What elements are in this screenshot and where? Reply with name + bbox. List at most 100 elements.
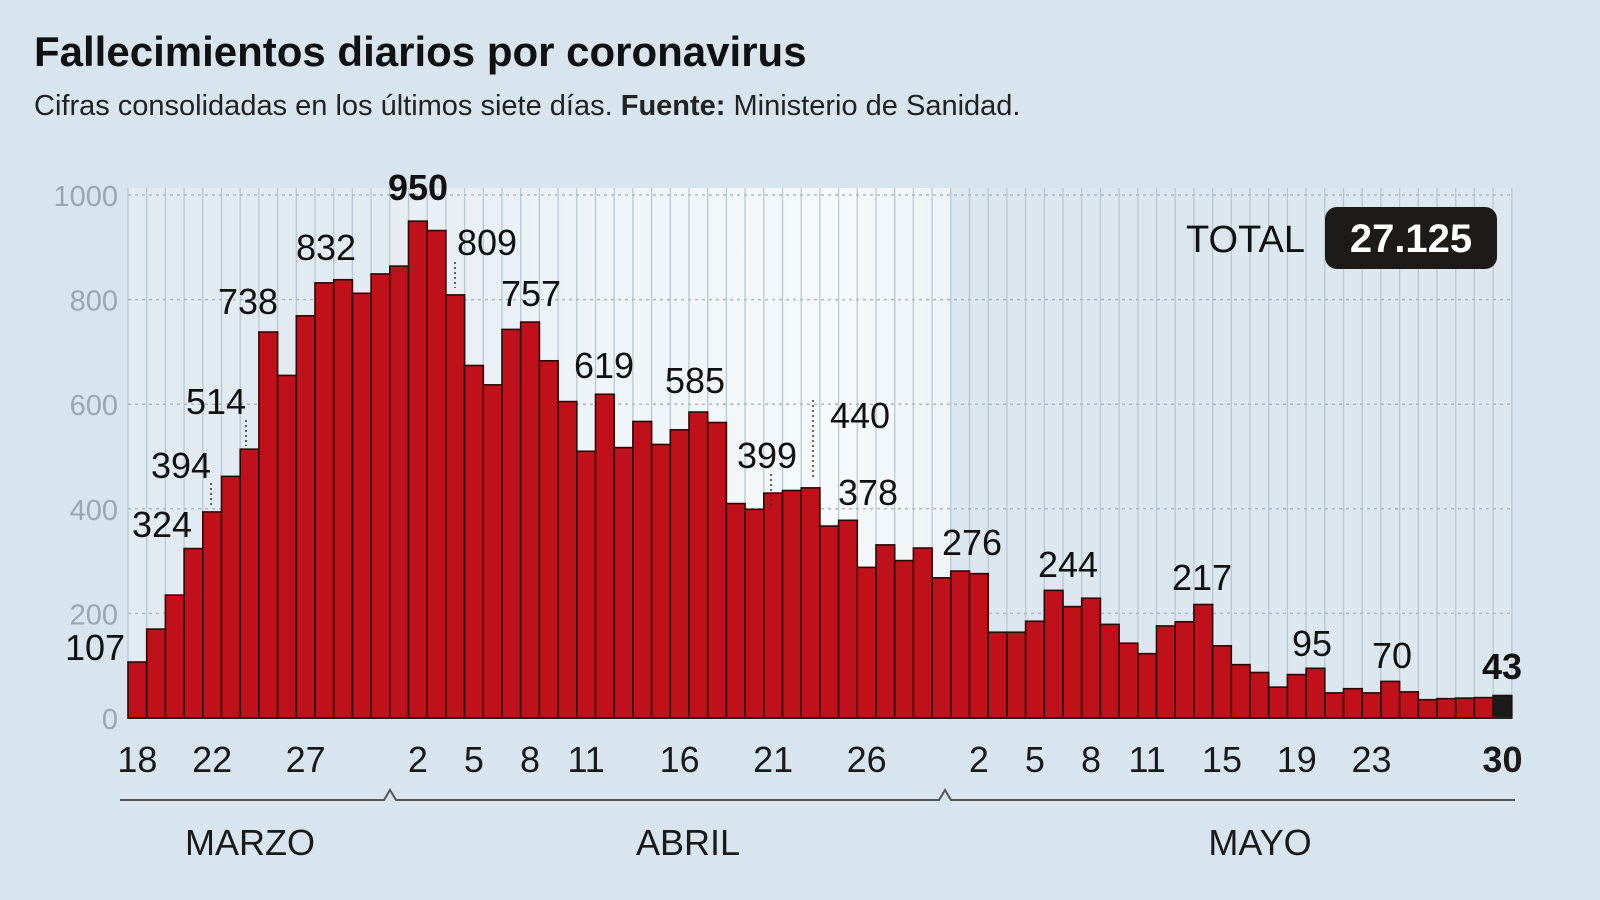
bar bbox=[426, 229, 447, 719]
bar bbox=[276, 374, 298, 719]
bar bbox=[1118, 642, 1139, 719]
bar bbox=[688, 411, 709, 719]
bar bbox=[1267, 686, 1289, 719]
bar bbox=[968, 572, 990, 719]
data-label: 619 bbox=[574, 345, 634, 386]
x-tick-label: 2 bbox=[408, 739, 428, 780]
bar bbox=[1286, 673, 1307, 719]
bar bbox=[594, 393, 616, 719]
bar bbox=[1137, 652, 1158, 719]
data-label: 244 bbox=[1038, 544, 1098, 585]
bar bbox=[1417, 698, 1438, 719]
bar bbox=[819, 525, 840, 719]
data-label: 514 bbox=[186, 381, 246, 422]
x-tick-label: 5 bbox=[464, 739, 484, 780]
bar bbox=[632, 420, 653, 719]
bar bbox=[1043, 589, 1064, 719]
bar bbox=[1006, 631, 1027, 719]
bar bbox=[145, 628, 167, 719]
y-tick-label: 0 bbox=[102, 704, 118, 736]
data-label: 324 bbox=[132, 504, 192, 545]
y-tick-label: 400 bbox=[70, 495, 118, 527]
bar bbox=[1080, 597, 1102, 719]
data-label: 757 bbox=[501, 273, 561, 314]
chart-title: Fallecimientos diarios por coronavirus bbox=[34, 28, 807, 75]
x-tick-label: 2 bbox=[969, 739, 989, 780]
bar bbox=[202, 511, 223, 719]
bar bbox=[875, 544, 896, 719]
bar bbox=[893, 559, 915, 719]
data-label: 738 bbox=[218, 281, 278, 322]
bar bbox=[650, 443, 672, 719]
data-label: 217 bbox=[1172, 557, 1232, 598]
bar bbox=[1436, 697, 1457, 719]
bar bbox=[725, 502, 746, 719]
y-tick-label: 800 bbox=[70, 286, 118, 318]
bar bbox=[407, 220, 429, 719]
bar bbox=[1174, 620, 1195, 719]
data-label: 43 bbox=[1482, 646, 1522, 687]
x-tick-label: 8 bbox=[1081, 739, 1101, 780]
bar bbox=[706, 421, 728, 719]
y-tick-label: 600 bbox=[70, 390, 118, 422]
data-label: 585 bbox=[665, 360, 725, 401]
bar bbox=[1193, 603, 1214, 719]
bar bbox=[1473, 696, 1494, 719]
x-tick-label: 11 bbox=[567, 739, 604, 780]
bar bbox=[538, 359, 559, 719]
bar bbox=[258, 331, 279, 719]
x-tick-label: 21 bbox=[753, 739, 793, 780]
total-label: TOTAL bbox=[1186, 219, 1305, 261]
bar bbox=[1305, 667, 1326, 719]
chart-subtitle: Cifras consolidadas en los últimos siete… bbox=[34, 90, 1020, 123]
bar bbox=[1230, 663, 1251, 719]
source-label: Fuente: bbox=[620, 90, 726, 122]
bar bbox=[463, 364, 485, 719]
bar bbox=[1211, 645, 1233, 719]
bar bbox=[949, 570, 971, 719]
bar bbox=[1062, 605, 1083, 719]
bar bbox=[762, 492, 784, 719]
bar bbox=[557, 400, 578, 719]
bar bbox=[239, 448, 260, 719]
x-tick-label: 8 bbox=[520, 739, 540, 780]
bar bbox=[1454, 697, 1476, 719]
x-tick-label: 22 bbox=[192, 739, 232, 780]
data-label: 378 bbox=[838, 472, 898, 513]
bar bbox=[127, 661, 148, 719]
bar bbox=[164, 594, 185, 719]
data-label: 70 bbox=[1372, 635, 1412, 676]
bar bbox=[669, 429, 690, 719]
bar bbox=[1249, 671, 1270, 719]
bar bbox=[519, 321, 541, 719]
data-label: 440 bbox=[830, 395, 890, 436]
bar bbox=[1398, 691, 1420, 719]
data-label: 809 bbox=[457, 222, 517, 263]
bar bbox=[332, 278, 354, 719]
month-label: MARZO bbox=[185, 822, 315, 863]
data-label: 950 bbox=[388, 167, 448, 208]
bar bbox=[1324, 692, 1345, 719]
subtitle-text: Cifras consolidadas en los últimos siete… bbox=[34, 90, 613, 122]
data-label: 394 bbox=[151, 445, 211, 486]
total-box bbox=[1325, 207, 1497, 269]
x-tick-label: 30 bbox=[1482, 739, 1522, 780]
bar bbox=[183, 547, 204, 719]
bar bbox=[744, 508, 765, 719]
bar bbox=[1492, 694, 1513, 719]
data-label: 276 bbox=[942, 522, 1002, 563]
bar bbox=[931, 577, 952, 719]
data-label: 832 bbox=[296, 227, 356, 268]
bar bbox=[1342, 687, 1364, 719]
x-tick-label: 23 bbox=[1352, 739, 1392, 780]
x-tick-label: 26 bbox=[847, 739, 887, 780]
bar bbox=[388, 265, 410, 719]
bar bbox=[613, 446, 634, 719]
data-label: 95 bbox=[1292, 623, 1332, 664]
bar bbox=[781, 489, 803, 719]
bar bbox=[912, 547, 933, 719]
bar bbox=[837, 519, 859, 719]
bar bbox=[295, 315, 316, 719]
bar bbox=[1361, 692, 1382, 719]
